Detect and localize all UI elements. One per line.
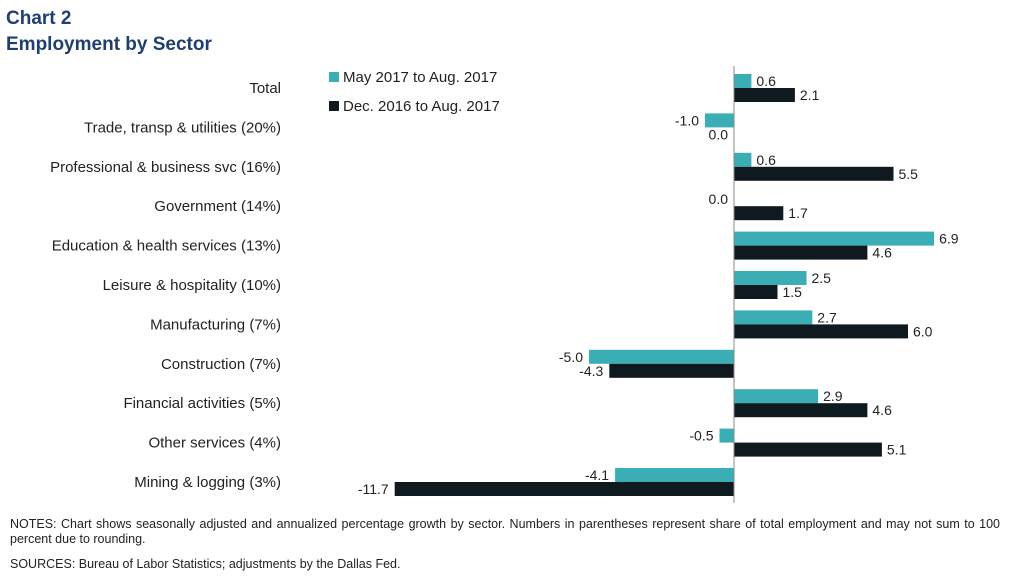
data-label: 5.5 — [899, 166, 919, 182]
bar-series2 — [394, 482, 734, 496]
data-label: 6.0 — [913, 323, 933, 339]
bar-series1 — [705, 113, 734, 128]
data-label: 1.7 — [788, 205, 808, 221]
bar-series1 — [734, 271, 807, 285]
data-label: 6.9 — [939, 231, 959, 247]
category-label: Education & health services (13%) — [52, 238, 281, 255]
category-label: Mining & logging (3%) — [134, 474, 281, 491]
data-label: 2.7 — [817, 309, 837, 325]
category-label: Other services (4%) — [148, 435, 281, 452]
category-label: Trade, transp & utilities (20%) — [84, 119, 281, 136]
bar-series1 — [589, 349, 734, 364]
bar-series2 — [734, 88, 795, 102]
data-label: 5.1 — [887, 442, 907, 458]
data-label: -11.7 — [358, 481, 389, 497]
category-label: Government (14%) — [154, 198, 281, 215]
sources-text: SOURCES: Bureau of Labor Statistics; adj… — [10, 557, 401, 571]
chart-number: Chart 2 — [6, 8, 72, 29]
bar-series2 — [734, 166, 894, 181]
data-label: -0.5 — [689, 428, 713, 444]
category-label: Construction (7%) — [161, 356, 281, 373]
legend-swatch — [329, 72, 339, 82]
data-label: -4.1 — [585, 467, 609, 483]
data-label: 1.5 — [783, 284, 803, 300]
bar-series2 — [734, 442, 882, 457]
category-label: Total — [249, 80, 281, 97]
legend-label: Dec. 2016 to Aug. 2017 — [343, 98, 500, 115]
bar-series1 — [734, 310, 813, 325]
data-label: 0.0 — [709, 191, 729, 207]
bar-series2 — [734, 206, 784, 221]
data-label: 2.5 — [812, 270, 832, 286]
category-label: Leisure & hospitality (10%) — [103, 277, 281, 294]
legend-label: May 2017 to Aug. 2017 — [343, 69, 497, 86]
data-label: 0.6 — [756, 152, 776, 168]
chart-title: Employment by Sector — [6, 34, 212, 55]
data-label: -4.3 — [579, 363, 603, 379]
category-label: Professional & business svc (16%) — [50, 159, 281, 176]
category-label: Manufacturing (7%) — [150, 316, 281, 333]
data-label: 4.6 — [872, 245, 892, 261]
bar-series1 — [734, 152, 752, 167]
bar-series2 — [609, 363, 734, 378]
data-label: -5.0 — [559, 349, 583, 365]
data-label: 0.0 — [709, 126, 729, 142]
bar-series1 — [734, 231, 935, 246]
bar-series1 — [719, 428, 734, 443]
bar-series2 — [734, 245, 868, 260]
bar-series1 — [615, 468, 734, 482]
data-label: 0.6 — [756, 73, 776, 89]
legend-swatch — [329, 101, 339, 111]
bar-series1 — [734, 74, 752, 88]
bar-series2 — [734, 403, 868, 418]
data-label: 4.6 — [872, 402, 892, 418]
notes-text: NOTES: Chart shows seasonally adjusted a… — [10, 517, 1000, 546]
data-label: 2.1 — [800, 87, 820, 103]
bar-series2 — [734, 324, 908, 339]
bar-series2 — [734, 285, 778, 299]
data-label: -1.0 — [675, 112, 699, 128]
bar-series1 — [734, 389, 819, 404]
title-block: Chart 2 Employment by Sector — [6, 6, 212, 58]
data-label: 2.9 — [823, 388, 843, 404]
category-label: Financial activities (5%) — [123, 395, 281, 412]
bar-chart: Total 0.6 2.1 Trade, transp & utilities (20… — [50, 66, 959, 503]
